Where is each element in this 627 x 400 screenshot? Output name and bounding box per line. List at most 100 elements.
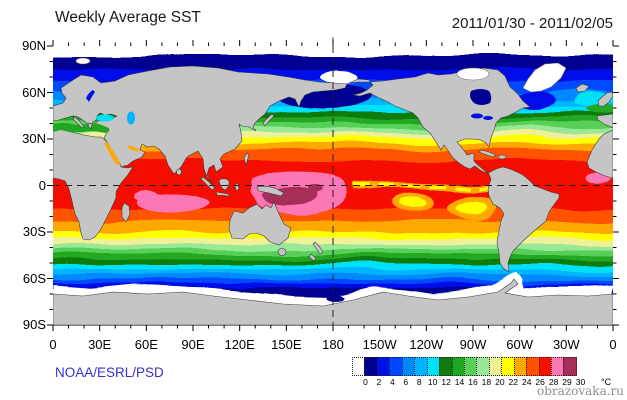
islands-group [121, 113, 324, 262]
y-axis-label: 90N [22, 38, 46, 53]
svalbard [75, 57, 91, 65]
italy [72, 115, 85, 129]
y-axis-label: 60N [22, 84, 46, 100]
x-axis-label: 60W [506, 337, 534, 352]
x-axis-label: 150E [271, 337, 302, 352]
colorbar-cell [526, 357, 540, 376]
iceland [575, 83, 590, 93]
colorbar-labels: 0 2 4 6 8 10 12 14 16 18 20 22 24 26 28 29 30 [352, 377, 594, 387]
british-isles [597, 91, 613, 107]
continent-australia [228, 201, 292, 246]
warm-pool-core2 [308, 186, 322, 194]
equatorial-cold-tongue-yellow [352, 182, 492, 190]
colorbar [352, 357, 594, 376]
colorbar-cell [364, 357, 378, 376]
y-axis-label: 0 [38, 177, 46, 193]
x-axis-label: 150W [362, 337, 397, 352]
colorbar-unit: °C [601, 377, 612, 387]
ice-sheets [75, 57, 567, 93]
continent-eurasia [53, 65, 348, 185]
page-title: Weekly Average SST [55, 9, 201, 26]
x-axis-label: 90W [459, 337, 487, 352]
hispaniola [497, 154, 507, 160]
mediterranean-sea [53, 123, 110, 133]
colorbar-tick-label: 28 [548, 377, 559, 387]
great-lakes-east [483, 116, 493, 120]
y-axis-label: 30S [22, 224, 46, 239]
iberia [596, 113, 613, 129]
colorbar-cell [389, 357, 403, 376]
ross-sea-water [327, 294, 345, 302]
colorbar-cell [476, 357, 490, 376]
colorbar-tick-label: 6 [403, 377, 409, 387]
greenland [522, 62, 567, 93]
great-lakes-west [471, 113, 483, 119]
colorbar-tick-label: 14 [454, 377, 465, 387]
se-pacific-cool2y [456, 202, 490, 216]
colorbar-cell [563, 357, 577, 376]
colorbar-cell [463, 357, 478, 376]
y-axis-label: 90S [22, 317, 46, 332]
x-axis-label: 60E [134, 337, 158, 352]
colorbar-tick-label: 12 [441, 377, 451, 387]
continent-americas [348, 67, 560, 273]
colorbar-tick-label: 10 [427, 377, 438, 387]
equatorial-cold-tongue-orange [352, 181, 492, 192]
colorbar-tick-label: 0 [363, 377, 368, 387]
colorbar-tick-label: 18 [481, 377, 492, 387]
caspian-sea [127, 111, 135, 125]
colorbar-tick-label: 26 [535, 377, 545, 387]
continent-africa-west [586, 129, 613, 179]
colorbar-cell [414, 357, 428, 376]
colorbar-tick-label: 20 [495, 377, 505, 387]
marginal-seas [53, 89, 493, 165]
source-credit: NOAA/ESRL/PSD [55, 365, 164, 380]
black-sea [96, 114, 114, 122]
canadian-arctic-islands [456, 67, 490, 81]
colorbar-cell [551, 357, 565, 376]
x-axis-label: 0 [49, 337, 57, 352]
colorbar-cell [501, 357, 515, 376]
ne-atlantic-warm-tilt2 [586, 104, 613, 114]
x-axis-label: 0 [609, 337, 617, 352]
x-axis-label: 30E [88, 337, 112, 352]
colorbar-tick-label: 2 [376, 377, 382, 387]
colorbar-tick-label: 22 [508, 377, 518, 387]
colorbar-cell [451, 357, 465, 376]
colorbar-tick-label: 24 [521, 377, 532, 387]
baltic-sea [86, 90, 95, 102]
greece [87, 122, 93, 130]
colorbar-cell [401, 357, 416, 376]
hudson-bay [470, 89, 492, 105]
y-axis-label: 30N [22, 131, 46, 146]
se-pacific-cool1y [399, 198, 427, 208]
colorbar-tick-label: 16 [468, 377, 478, 387]
x-axis-label: 30W [552, 337, 580, 352]
colorbar-cell [488, 357, 503, 376]
colorbar-tick-label: 30 [575, 377, 586, 387]
colorbar-cell [513, 357, 528, 376]
bering-sea-ice [321, 70, 359, 86]
x-axis-label: 120E [224, 337, 255, 352]
persian-gulf [128, 145, 139, 152]
colorbar-cell [376, 357, 391, 376]
x-axis-label: 120W [409, 337, 444, 352]
colorbar-cell [538, 357, 552, 376]
continent-antarctica [53, 278, 613, 325]
x-axis-label: 180 [322, 337, 344, 352]
colorbar-tick-label: 4 [389, 377, 395, 387]
colorbar-cell [439, 357, 453, 376]
watermark: obrazovaka.ru [537, 384, 624, 398]
colorbar-cell [426, 357, 441, 376]
indian-ocean-warm-patch2 [134, 190, 158, 202]
red-sea [104, 142, 120, 165]
colorbar-tick-label: 8 [416, 377, 422, 387]
tasmania [277, 248, 287, 256]
y-axis-label: 60S [22, 270, 46, 286]
sst-map [53, 46, 613, 325]
cuba [478, 149, 497, 158]
colorbar-cell [352, 357, 366, 376]
date-range: 2011/01/30 - 2011/02/05 [451, 15, 613, 32]
colorbar-tick-label: 29 [562, 377, 572, 387]
